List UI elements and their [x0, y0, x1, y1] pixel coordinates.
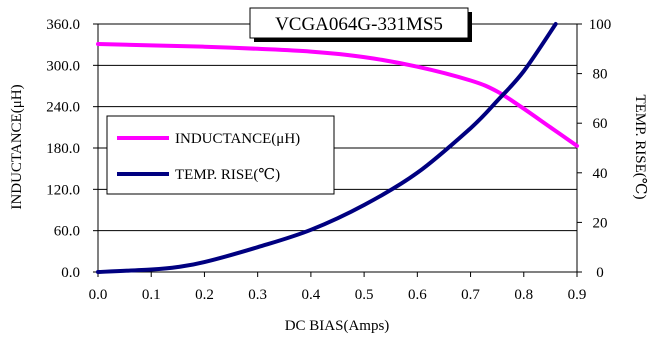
x-tick-label: 0.4 — [302, 287, 321, 303]
y-right-tick-label: 60 — [593, 116, 608, 132]
x-tick-label: 0.8 — [514, 287, 533, 303]
x-axis: 0.0 0.1 0.2 0.3 0.4 0.5 0.6 0.7 0.8 0.9 — [89, 272, 587, 303]
y-left-tick-label: 180.0 — [46, 141, 80, 157]
series-layer — [96, 22, 579, 274]
right-y-axis-label: TEMP. RISE(℃) — [632, 94, 648, 199]
y-right-tick-label: 40 — [593, 166, 608, 182]
y-left-tick-label: 120.0 — [46, 182, 80, 198]
x-axis-label: DC BIAS(Amps) — [285, 318, 390, 334]
y-left-tick-label: 60.0 — [54, 224, 80, 240]
chart-title-box: VCGA064G-331MS5 — [249, 7, 472, 42]
x-tick-label: 0.7 — [461, 287, 480, 303]
y-right-tick-label: 20 — [593, 215, 608, 231]
left-y-axis: 0.0 60.0 120.0 180.0 240.0 300.0 360.0 — [46, 17, 98, 281]
y-right-tick-label: 0 — [596, 265, 604, 281]
x-tick-label: 0.6 — [408, 287, 427, 303]
y-left-tick-label: 240.0 — [46, 100, 80, 116]
legend-label: INDUCTANCE(μH) — [175, 131, 300, 147]
y-left-tick-label: 360.0 — [46, 17, 80, 33]
y-right-tick-label: 80 — [593, 67, 608, 83]
x-tick-label: 0.1 — [142, 287, 161, 303]
x-tick-label: 0.0 — [89, 287, 108, 303]
y-right-tick-label: 100 — [589, 17, 612, 33]
x-tick-label: 0.3 — [248, 287, 267, 303]
x-tick-label: 0.9 — [568, 287, 587, 303]
y-left-tick-label: 0.0 — [61, 265, 80, 281]
right-y-axis: 0 20 40 60 80 100 — [577, 17, 611, 281]
y-left-tick-label: 300.0 — [46, 58, 80, 74]
series-line-1 — [96, 42, 579, 148]
legend-label: TEMP. RISE(℃) — [175, 167, 280, 183]
left-y-axis-label: INDUCTANCE(μH) — [9, 84, 25, 209]
legend: INDUCTANCE(μH) TEMP. RISE(℃) — [106, 115, 335, 195]
series-line-2 — [96, 22, 558, 274]
chart-title-frame — [249, 7, 469, 39]
chart-title: VCGA064G-331MS5 — [275, 14, 443, 35]
x-tick-label: 0.2 — [195, 287, 214, 303]
legend-box — [106, 115, 335, 195]
x-tick-label: 0.5 — [355, 287, 374, 303]
